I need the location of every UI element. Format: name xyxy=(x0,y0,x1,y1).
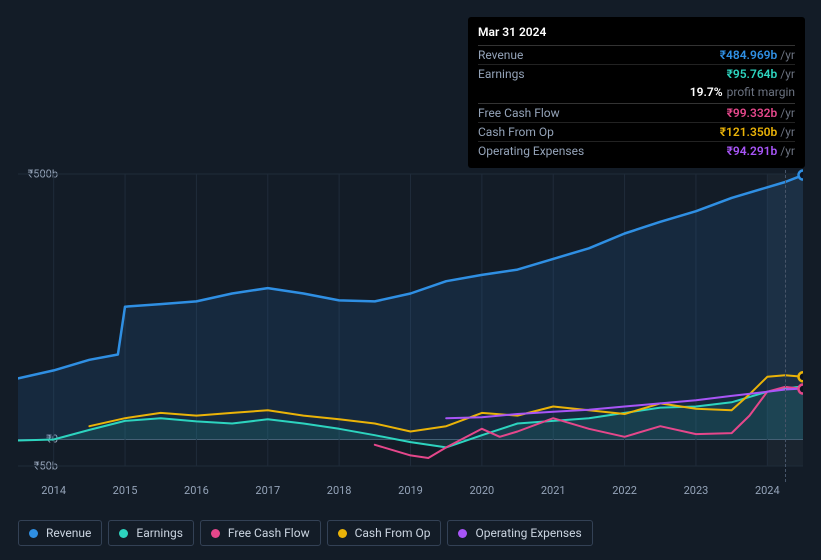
x-tick-label: 2017 xyxy=(255,484,280,497)
tooltip-row: Cash From Op ₹121.350b/yr xyxy=(478,122,795,141)
legend-item-opex[interactable]: Operating Expenses xyxy=(447,520,592,546)
legend-label: Cash From Op xyxy=(355,526,431,540)
x-tick-label: 2015 xyxy=(113,484,138,497)
tooltip-row: Earnings ₹95.764b/yr xyxy=(478,64,795,83)
tooltip-row-label: Earnings xyxy=(478,67,525,81)
legend-item-fcf[interactable]: Free Cash Flow xyxy=(200,520,321,546)
legend-label: Earnings xyxy=(136,526,183,540)
legend-swatch xyxy=(211,529,220,538)
chart-svg xyxy=(18,160,803,482)
legend-item-earnings[interactable]: Earnings xyxy=(108,520,194,546)
tooltip-row-label: Operating Expenses xyxy=(478,144,584,158)
x-tick-label: 2021 xyxy=(541,484,566,497)
hover-hairline xyxy=(785,160,786,482)
tooltip-row-label: Revenue xyxy=(478,48,523,62)
tooltip-margin-pct: 19.7% xyxy=(690,85,723,99)
tooltip-row-value: ₹121.350b/yr xyxy=(720,125,795,139)
x-tick-label: 2024 xyxy=(755,484,780,497)
end-dot-revenue xyxy=(799,171,804,180)
chart-legend: Revenue Earnings Free Cash Flow Cash From O… xyxy=(18,520,593,546)
x-tick-label: 2014 xyxy=(41,484,66,497)
tooltip-row: Operating Expenses ₹94.291b/yr xyxy=(478,141,795,160)
legend-label: Operating Expenses xyxy=(475,526,581,540)
end-dot-fcf xyxy=(799,385,804,394)
tooltip-row-value: ₹484.969b/yr xyxy=(720,48,795,62)
x-axis-labels: 2014 2015 2016 2017 2018 2019 2020 2021 2022 2023… xyxy=(18,484,803,500)
tooltip-date: Mar 31 2024 xyxy=(478,25,795,39)
x-tick-label: 2018 xyxy=(327,484,352,497)
legend-label: Revenue xyxy=(46,526,91,540)
tooltip-row: Free Cash Flow ₹99.332b/yr xyxy=(478,103,795,122)
tooltip-margin: 19.7% profit margin xyxy=(478,83,795,103)
tooltip-row-value: ₹95.764b/yr xyxy=(727,67,795,81)
tooltip-row-value: ₹99.332b/yr xyxy=(727,106,795,120)
legend-swatch xyxy=(458,529,467,538)
x-tick-label: 2023 xyxy=(684,484,709,497)
x-tick-label: 2019 xyxy=(398,484,423,497)
legend-swatch xyxy=(338,529,347,538)
legend-swatch xyxy=(29,529,38,538)
tooltip-margin-label: profit margin xyxy=(727,85,795,99)
chart-tooltip: Mar 31 2024 Revenue ₹484.969b/yr Earnings ₹… xyxy=(468,17,805,168)
legend-item-revenue[interactable]: Revenue xyxy=(18,520,102,546)
x-tick-label: 2016 xyxy=(184,484,209,497)
tooltip-row-label: Cash From Op xyxy=(478,125,554,139)
legend-item-cfo[interactable]: Cash From Op xyxy=(327,520,442,546)
tooltip-rows-bottom: Free Cash Flow ₹99.332b/yr Cash From Op ₹12… xyxy=(478,103,795,160)
x-tick-label: 2020 xyxy=(469,484,494,497)
x-tick-label: 2022 xyxy=(612,484,637,497)
end-dot-cfo xyxy=(799,372,804,381)
legend-swatch xyxy=(119,529,128,538)
tooltip-rows-top: Revenue ₹484.969b/yr Earnings ₹95.764b/yr xyxy=(478,45,795,83)
legend-label: Free Cash Flow xyxy=(228,526,310,540)
tooltip-row-value: ₹94.291b/yr xyxy=(727,144,795,158)
tooltip-row: Revenue ₹484.969b/yr xyxy=(478,45,795,64)
tooltip-row-label: Free Cash Flow xyxy=(478,106,560,120)
financials-chart[interactable]: ₹500b₹0-₹50b 201420152016201720182019202… xyxy=(18,160,803,500)
